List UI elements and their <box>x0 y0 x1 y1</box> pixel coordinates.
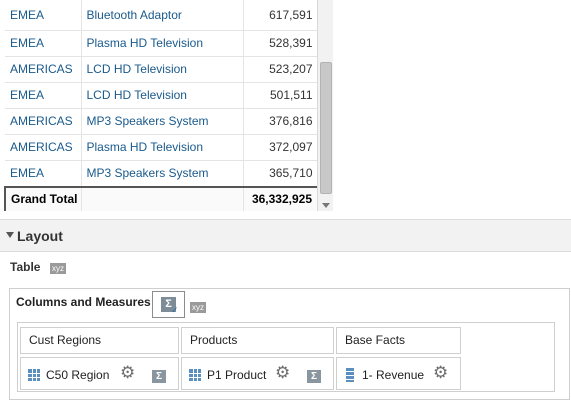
grand-total-row: Grand Total 36,332,925 <box>4 186 319 211</box>
cell-value: 523,207 <box>243 56 319 83</box>
scroll-down-arrow-icon[interactable] <box>322 203 330 208</box>
cell-value: 372,097 <box>243 134 319 161</box>
column-item-c50-region[interactable]: C50 Region ⚙ Σ <box>20 357 179 390</box>
cell-region[interactable]: EMEA <box>5 160 82 188</box>
cell-product[interactable]: MP3 Speakers System <box>81 108 244 135</box>
table-row: AMERICAS MP3 Speakers System 376,816 <box>5 108 319 135</box>
layout-section-header[interactable]: Layout <box>0 219 571 252</box>
sigma-totals-icon: Σ <box>161 297 176 312</box>
sigma-totals-icon[interactable]: Σ <box>152 370 166 383</box>
column-item-p1-product[interactable]: P1 Product ⚙ Σ <box>181 357 334 390</box>
cell-region[interactable]: EMEA <box>5 0 82 31</box>
column-header-cust-regions: Cust Regions <box>20 327 179 354</box>
translation-tag: xyz <box>50 263 66 274</box>
grand-total-label: Grand Total <box>4 186 82 211</box>
table-row: EMEA LCD HD Television 501,511 <box>5 82 319 109</box>
column-header-base-facts: Base Facts <box>336 327 461 354</box>
translation-tag: xyz <box>190 302 206 313</box>
cell-product[interactable]: MP3 Speakers System <box>81 160 244 188</box>
cell-value: 528,391 <box>243 30 319 57</box>
cell-region[interactable]: AMERICAS <box>5 134 82 161</box>
table-row: EMEA Bluetooth Adaptor 617,591 <box>5 0 319 31</box>
gear-icon[interactable]: ⚙ <box>120 363 136 382</box>
results-table: EMEA Bluetooth Adaptor 617,591 EMEA Plas… <box>4 0 319 211</box>
gear-icon[interactable]: ⚙ <box>433 363 449 382</box>
cell-product[interactable]: Bluetooth Adaptor <box>81 0 244 31</box>
totals-button[interactable]: Σ ✓ <box>152 291 185 318</box>
column-item-label: C50 Region <box>46 368 110 382</box>
cell-value: 365,710 <box>243 160 319 188</box>
layout-title: Layout <box>17 228 63 244</box>
column-item-1-revenue[interactable]: 1- Revenue ⚙ <box>336 357 461 390</box>
cell-region[interactable]: AMERICAS <box>5 108 82 135</box>
checkmark-icon: ✓ <box>171 305 179 315</box>
table-row: EMEA MP3 Speakers System 365,710 <box>5 160 319 188</box>
collapse-triangle-icon[interactable] <box>6 232 14 238</box>
table-row: AMERICAS LCD HD Television 523,207 <box>5 56 319 83</box>
cell-product[interactable]: Plasma HD Television <box>81 30 244 57</box>
cell-value: 376,816 <box>243 108 319 135</box>
measure-icon <box>346 368 354 382</box>
cell-region[interactable]: AMERICAS <box>5 56 82 83</box>
column-icon <box>189 369 201 381</box>
vertical-scrollbar[interactable] <box>317 0 333 211</box>
table-row: AMERICAS Plasma HD Television 372,097 <box>5 134 319 161</box>
grand-total-value: 36,332,925 <box>243 186 319 211</box>
columns-and-measures-label: Columns and Measures <box>16 295 151 309</box>
column-icon <box>28 369 40 381</box>
column-header-products: Products <box>181 327 334 354</box>
cell-product[interactable]: LCD HD Television <box>81 56 244 83</box>
cell-region[interactable]: EMEA <box>5 82 82 109</box>
cell-region[interactable]: EMEA <box>5 30 82 57</box>
scrollbar-thumb[interactable] <box>320 62 332 194</box>
table-row: EMEA Plasma HD Television 528,391 <box>5 30 319 57</box>
sigma-totals-icon[interactable]: Σ <box>307 370 321 383</box>
cell-value: 617,591 <box>243 0 319 31</box>
gear-icon[interactable]: ⚙ <box>275 363 291 382</box>
view-type-label: Table <box>10 260 41 274</box>
cell-product[interactable]: Plasma HD Television <box>81 134 244 161</box>
cell-value: 501,511 <box>243 82 319 109</box>
columns-drop-zone <box>17 322 555 392</box>
cell-product[interactable]: LCD HD Television <box>81 82 244 109</box>
results-table-view: EMEA Bluetooth Adaptor 617,591 EMEA Plas… <box>4 0 333 211</box>
column-item-label: 1- Revenue <box>362 368 425 382</box>
column-item-label: P1 Product <box>207 368 267 382</box>
grand-total-empty-cell <box>81 186 244 211</box>
